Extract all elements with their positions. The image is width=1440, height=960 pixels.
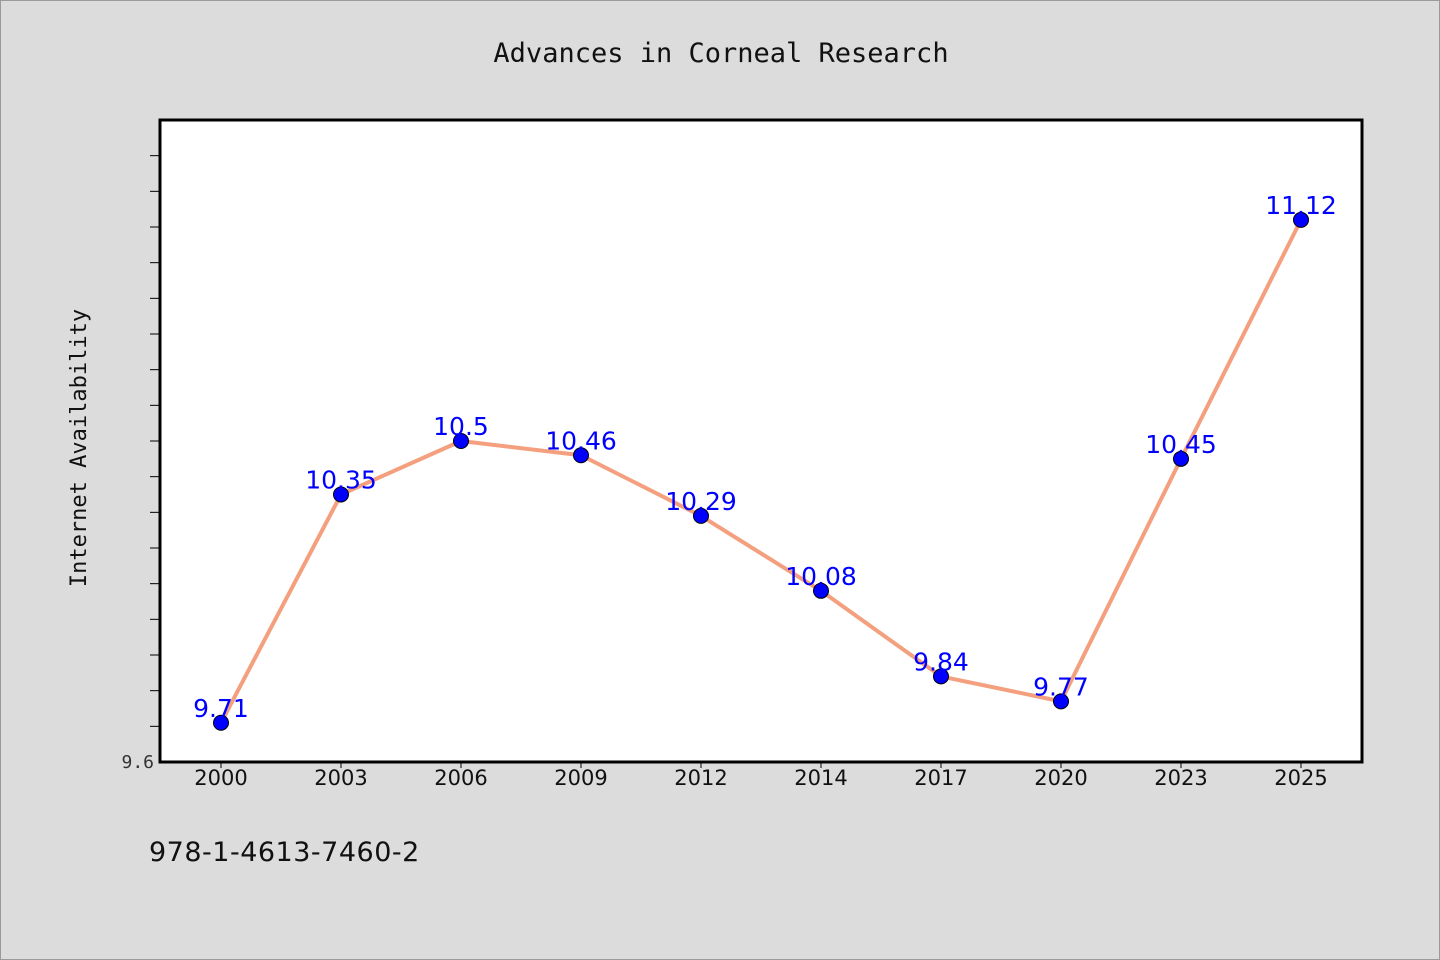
x-tick-label: 2009 bbox=[554, 766, 607, 790]
data-label: 11.12 bbox=[1265, 191, 1337, 220]
data-label: 10.45 bbox=[1145, 430, 1217, 459]
data-label: 9.77 bbox=[1033, 672, 1089, 701]
y-axis-label: Internet Availability bbox=[67, 309, 92, 587]
x-tick-label: 2006 bbox=[434, 766, 487, 790]
data-point bbox=[1053, 693, 1069, 710]
x-tick-label: 2025 bbox=[1274, 766, 1327, 790]
y-axis-ticks: 9.6 bbox=[121, 155, 160, 773]
chart-title: Advances in Corneal Research bbox=[493, 38, 948, 69]
data-label: 10.29 bbox=[665, 487, 737, 516]
series-line bbox=[219, 217, 1303, 725]
plot-area bbox=[158, 118, 1364, 764]
data-point bbox=[453, 433, 469, 449]
y-tick-label: 9.6 bbox=[121, 752, 154, 773]
data-point bbox=[213, 714, 229, 731]
x-tick-label: 2000 bbox=[194, 766, 247, 790]
data-label: 9.84 bbox=[913, 647, 969, 676]
data-label: 10.46 bbox=[545, 426, 617, 455]
data-series: 9.71 10.35 10.5 10.46 10.29 10.08 9.84 9.77 10.4… bbox=[193, 191, 1337, 731]
x-tick-label: 2014 bbox=[794, 766, 847, 790]
x-tick-label: 2023 bbox=[1154, 766, 1207, 790]
data-label: 10.08 bbox=[785, 562, 857, 591]
data-point bbox=[933, 668, 949, 685]
data-point bbox=[333, 486, 349, 503]
x-tick-label: 2017 bbox=[914, 766, 967, 790]
data-point bbox=[813, 582, 829, 599]
data-label: 9.71 bbox=[193, 694, 249, 723]
isbn-label: 978-1-4613-7460-2 bbox=[149, 837, 420, 868]
data-point bbox=[693, 507, 709, 524]
data-label: 10.35 bbox=[305, 466, 377, 495]
data-point bbox=[573, 447, 589, 464]
data-label: 10.5 bbox=[433, 412, 489, 441]
x-tick-label: 2012 bbox=[674, 766, 727, 790]
data-point bbox=[1173, 450, 1189, 467]
x-tick-label: 2020 bbox=[1034, 766, 1087, 790]
x-tick-label: 2003 bbox=[314, 766, 367, 790]
x-axis-ticks: 2000 2003 2006 2009 2012 2014 2017 2020 2023 2025 bbox=[194, 762, 1328, 790]
data-point bbox=[1293, 211, 1309, 228]
